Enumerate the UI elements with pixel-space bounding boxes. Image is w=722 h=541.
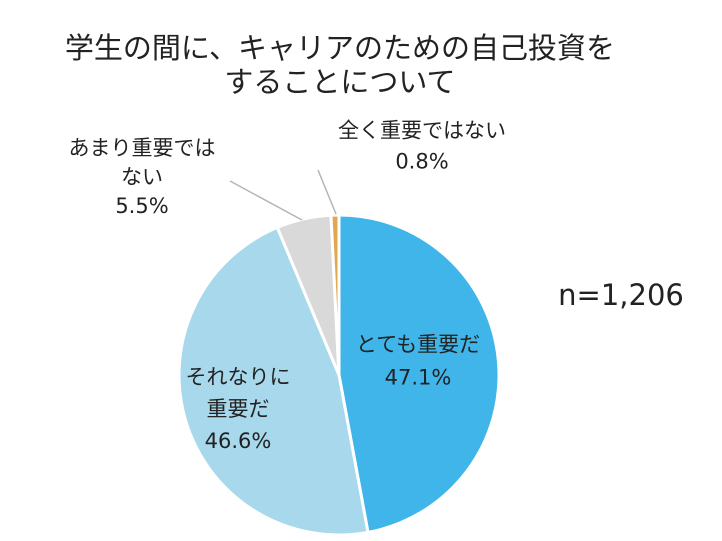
slice-category-label-1-1: 重要だ bbox=[207, 397, 270, 421]
slice-value-label-1: 46.6% bbox=[205, 429, 272, 453]
slice-category-label-3-0: 全く重要ではない bbox=[338, 119, 506, 143]
pie-slices bbox=[177, 213, 501, 537]
chart-title-line-1: 学生の間に、キャリアのための自己投資を bbox=[65, 31, 615, 65]
sample-size-annotation: n=1,206 bbox=[558, 278, 684, 312]
leader-lines bbox=[229, 169, 337, 221]
slice-category-label-2-1: ない bbox=[121, 165, 163, 189]
slice-category-label-0-0: とても重要だ bbox=[356, 333, 480, 357]
leader-line-3 bbox=[317, 169, 337, 215]
slice-value-label-0: 47.1% bbox=[385, 366, 452, 390]
slice-category-label-1-0: それなりに bbox=[186, 365, 291, 389]
slice-value-label-3: 0.8% bbox=[395, 150, 448, 174]
chart-title-line-2: することについて bbox=[224, 65, 455, 99]
leader-line-2 bbox=[229, 180, 303, 221]
slice-value-label-2: 5.5% bbox=[115, 194, 168, 218]
chart-title: 学生の間に、キャリアのための自己投資を することについて bbox=[65, 31, 615, 99]
pie-slice-1 bbox=[177, 225, 370, 537]
pie-slice-0 bbox=[337, 213, 501, 534]
pie-slice-3 bbox=[329, 213, 341, 377]
slice-category-label-2-0: あまり重要では bbox=[69, 136, 216, 160]
